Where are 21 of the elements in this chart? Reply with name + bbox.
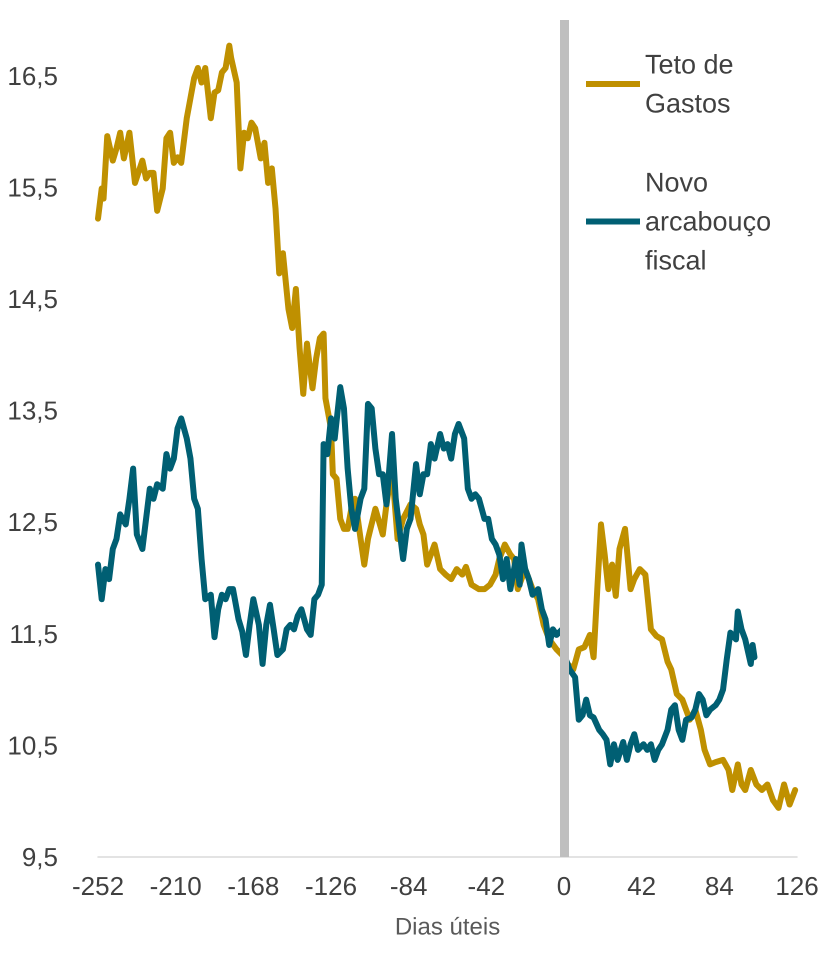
y-tick-label: 15,5 <box>7 172 58 202</box>
x-tick-label: 84 <box>704 871 734 901</box>
x-tick-label: 0 <box>556 871 572 901</box>
x-tick-label: 42 <box>627 871 656 901</box>
x-tick-label: 126 <box>775 871 819 901</box>
y-tick-label: 12,5 <box>7 507 58 538</box>
y-tick-label: 13,5 <box>7 396 58 426</box>
x-axis-title: Dias úteis <box>394 914 500 940</box>
x-tick-label: -42 <box>468 871 506 901</box>
x-tick-label: -252 <box>72 871 124 901</box>
legend-label: Novo arcabouço fiscal <box>645 168 779 276</box>
x-tick-label: -168 <box>227 871 280 901</box>
legend-label: Teto de Gastos <box>645 50 742 118</box>
x-tick-label: -84 <box>390 871 428 901</box>
y-tick-label: 14,5 <box>7 284 58 314</box>
x-tick-label: -126 <box>304 871 358 901</box>
y-tick-label: 11,5 <box>9 618 58 649</box>
y-tick-label: 9,5 <box>22 842 58 872</box>
y-tick-label: 10,5 <box>7 730 58 760</box>
y-tick-label: 16,5 <box>7 60 58 91</box>
x-tick-label: -210 <box>150 871 202 901</box>
